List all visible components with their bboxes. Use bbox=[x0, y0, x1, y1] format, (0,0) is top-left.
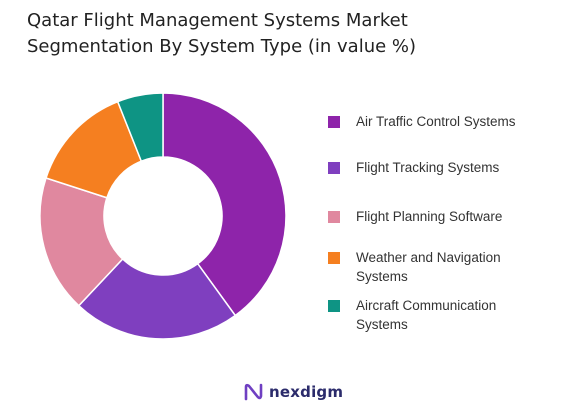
legend-label: Air Traffic Control Systems bbox=[356, 114, 516, 129]
legend-label: Flight Planning Software bbox=[356, 209, 503, 224]
legend-label: Weather and Navigation Systems bbox=[356, 250, 501, 284]
legend-swatch bbox=[328, 211, 340, 223]
legend-swatch bbox=[328, 162, 340, 174]
chart-title: Qatar Flight Management Systems Market S… bbox=[27, 8, 547, 60]
legend-item-weather-and-navigation-systems: Weather and Navigation Systems bbox=[328, 248, 546, 286]
legend-item-air-traffic-control-systems: Air Traffic Control Systems bbox=[328, 112, 546, 131]
legend-item-flight-tracking-systems: Flight Tracking Systems bbox=[328, 158, 546, 177]
donut-slice-air-traffic-control-systems bbox=[162, 92, 287, 317]
donut-slice-aircraft-communication-systems bbox=[116, 92, 164, 163]
legend-item-flight-planning-software: Flight Planning Software bbox=[328, 207, 546, 226]
legend-swatch bbox=[328, 116, 340, 128]
brand-logo: nexdigm bbox=[243, 381, 343, 403]
chart-title-line-2: Segmentation By System Type (in value %) bbox=[27, 36, 417, 57]
legend-item-aircraft-communication-systems: Aircraft Communication Systems bbox=[328, 296, 546, 334]
brand-name: nexdigm bbox=[269, 383, 344, 401]
donut-slice-flight-tracking-systems bbox=[77, 257, 237, 340]
nexdigm-logo-icon bbox=[244, 383, 263, 401]
donut-slice-flight-planning-software bbox=[39, 177, 124, 307]
legend-swatch bbox=[328, 252, 340, 264]
legend-label: Aircraft Communication Systems bbox=[356, 298, 497, 332]
legend-label: Flight Tracking Systems bbox=[356, 160, 500, 175]
chart-title-line-1: Qatar Flight Management Systems Market bbox=[27, 10, 408, 31]
legend-swatch bbox=[328, 300, 340, 312]
